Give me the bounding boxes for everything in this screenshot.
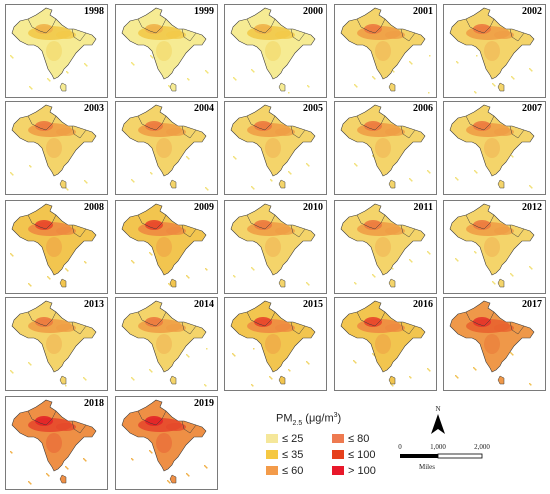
year-label: 2000 (303, 6, 323, 17)
legend-swatch (332, 466, 344, 475)
map-panel: 1999 (115, 4, 218, 98)
year-label: 2008 (84, 202, 104, 213)
legend-swatch (266, 434, 278, 443)
legend-swatch (266, 466, 278, 475)
south-asia-map (10, 7, 97, 92)
year-label: 2005 (303, 103, 323, 114)
scale-tick: 2,000 (474, 443, 490, 451)
year-label: 2002 (522, 6, 542, 17)
map-panel: 1998 (5, 4, 108, 98)
map-panel: 2005 (224, 101, 327, 195)
year-label: 2009 (194, 202, 214, 213)
year-label: 1998 (84, 6, 104, 17)
year-label: 2017 (522, 299, 542, 310)
map-panel: 2002 (443, 4, 546, 98)
map-panel: 2000 (224, 4, 327, 98)
year-label: 2013 (84, 299, 104, 310)
year-label: 2006 (413, 103, 433, 114)
year-label: 2014 (194, 299, 214, 310)
south-asia-map (121, 104, 209, 191)
south-asia-map (121, 300, 208, 387)
year-label: 2016 (413, 299, 433, 310)
south-asia-map (340, 203, 431, 288)
south-asia-map (230, 203, 316, 288)
legend-swatch (332, 434, 344, 443)
map-panel: 2006 (334, 101, 437, 195)
year-label: 2019 (194, 398, 214, 409)
south-asia-map (10, 300, 97, 387)
year-label: 2011 (413, 202, 433, 213)
year-label: 2012 (522, 202, 542, 213)
south-asia-map (230, 300, 316, 387)
north-arrow-icon: N (428, 404, 448, 440)
scale-tick: 1,000 (430, 443, 446, 451)
map-panel: 2007 (443, 101, 546, 195)
map-panel: 2008 (5, 200, 108, 294)
map-panel: 2004 (115, 101, 218, 195)
map-panel: 2014 (115, 297, 218, 391)
south-asia-map (449, 104, 535, 189)
south-asia-map (10, 104, 97, 191)
legend-item: ≤ 80 (332, 433, 369, 445)
map-panel: 2010 (224, 200, 327, 294)
year-label: 2001 (413, 6, 433, 17)
map-panel: 2009 (115, 200, 218, 294)
south-asia-map (449, 203, 535, 288)
south-asia-map (449, 7, 535, 94)
south-asia-map (230, 104, 316, 190)
south-asia-map (449, 300, 535, 386)
south-asia-map (340, 104, 431, 189)
north-label: N (435, 405, 440, 413)
map-panel: 2001 (334, 4, 437, 98)
map-panel: 2017 (443, 297, 546, 391)
south-asia-map (121, 203, 208, 288)
south-asia-map (10, 203, 97, 288)
map-panel: 2011 (334, 200, 437, 294)
south-asia-map (230, 7, 316, 94)
legend-item: > 100 (332, 465, 376, 477)
south-asia-map (121, 7, 209, 92)
scale-tick: 0 (398, 443, 402, 451)
year-label: 2007 (522, 103, 542, 114)
year-label: 2003 (84, 103, 104, 114)
year-label: 1999 (194, 6, 214, 17)
south-asia-map (121, 399, 208, 484)
map-panel: 2012 (443, 200, 546, 294)
south-asia-map (10, 399, 97, 485)
legend-item: ≤ 60 (266, 465, 303, 477)
year-label: 2015 (303, 299, 323, 310)
map-panel: 2019 (115, 396, 218, 490)
legend-item: ≤ 100 (332, 449, 375, 461)
south-asia-map (340, 7, 431, 94)
map-panel: 2003 (5, 101, 108, 195)
map-panel: 2015 (224, 297, 327, 391)
legend-swatch (266, 450, 278, 459)
map-panel: 2013 (5, 297, 108, 391)
legend-swatch (332, 450, 344, 459)
year-label: 2010 (303, 202, 323, 213)
scale-units: Miles (419, 463, 435, 471)
south-asia-map (340, 300, 431, 387)
year-label: 2004 (194, 103, 214, 114)
map-panel: 2016 (334, 297, 437, 391)
map-panel: 2018 (5, 396, 108, 490)
scale-bar: 0 1,000 2,000 Miles (392, 443, 492, 479)
legend-item: ≤ 35 (266, 449, 303, 461)
legend: PM2.5 (μg/m3) ≤ 25 ≤ 35 ≤ 60 ≤ 80 ≤ 100 … (262, 412, 402, 492)
legend-item: ≤ 25 (266, 433, 303, 445)
year-label: 2018 (84, 398, 104, 409)
legend-title: PM2.5 (μg/m3) (276, 412, 342, 427)
